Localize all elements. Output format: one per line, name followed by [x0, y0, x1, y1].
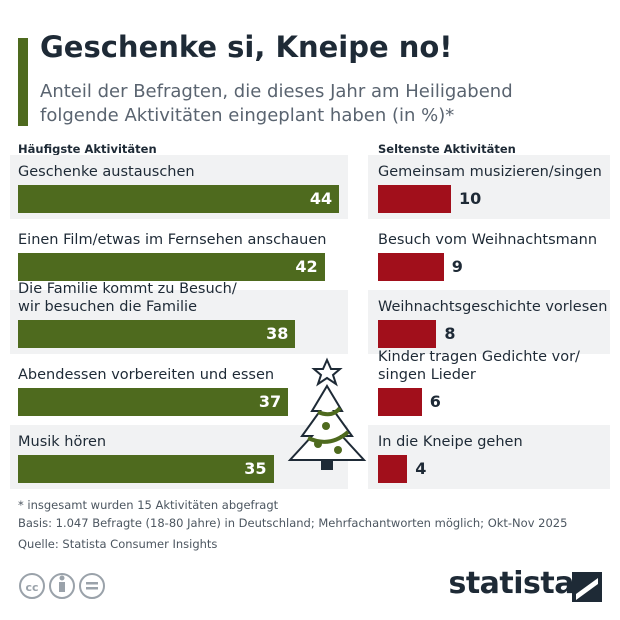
- subtitle: Anteil der Befragten, die dieses Jahr am…: [40, 81, 513, 126]
- value-label: 6: [429, 391, 441, 411]
- value-label: 4: [415, 459, 427, 478]
- accent-bar: [18, 38, 28, 126]
- category-label: Einen Film/etwas im Fernsehen anschauen: [18, 231, 327, 248]
- panel-title: Häufigste Aktivitäten: [18, 142, 157, 156]
- bar: [18, 252, 325, 281]
- value-label: 8: [444, 324, 456, 343]
- bar: [18, 387, 289, 416]
- bar: [378, 320, 437, 348]
- panel-title: Seltenste Aktivitäten: [378, 142, 516, 156]
- value-label: 9: [451, 256, 463, 276]
- category-label: Gemeinsam musizieren/singen: [378, 164, 602, 180]
- category-label: Abendessen vorbereiten und essen: [18, 366, 275, 383]
- category-label: Die Familie kommt zu Besuch/ wir besuche…: [18, 281, 237, 315]
- row-background: [368, 425, 610, 489]
- category-label: In die Kneipe gehen: [378, 434, 523, 450]
- category-label: Besuch vom Weihnachtsmann: [378, 231, 598, 248]
- footnote: * insgesamt wurden 15 Aktivitäten abgefr…: [18, 498, 279, 512]
- bar: [378, 455, 408, 483]
- value-label: 42: [295, 256, 318, 276]
- value-label: 37: [258, 391, 282, 411]
- bar: [18, 455, 274, 483]
- tree-icon: [287, 357, 367, 470]
- footnote: Quelle: Statista Consumer Insights: [18, 537, 218, 551]
- bar: [18, 185, 340, 213]
- category-label: Weihnachtsgeschichte vorlesen: [378, 299, 608, 315]
- value-label: 44: [309, 189, 333, 208]
- value-label: 10: [459, 189, 482, 208]
- category-label: Musik hören: [18, 434, 107, 450]
- value-label: 35: [244, 459, 267, 478]
- category-label: Kinder tragen Gedichte vor/ singen Liede…: [378, 348, 580, 383]
- category-label: Geschenke austauschen: [18, 164, 195, 180]
- logo-icon: [572, 572, 602, 602]
- bar: [378, 387, 422, 416]
- value-label: 38: [266, 324, 289, 343]
- bar: [18, 320, 296, 348]
- title: Geschenke si, Kneipe no!: [40, 30, 453, 64]
- logo: statista: [448, 566, 574, 601]
- bar: [378, 185, 451, 213]
- svg-text:cc: cc: [25, 581, 38, 594]
- footnote: Basis: 1.047 Befragte (18-80 Jahre) in D…: [18, 516, 568, 530]
- bar: [378, 252, 444, 281]
- license-icons: cc: [19, 573, 105, 599]
